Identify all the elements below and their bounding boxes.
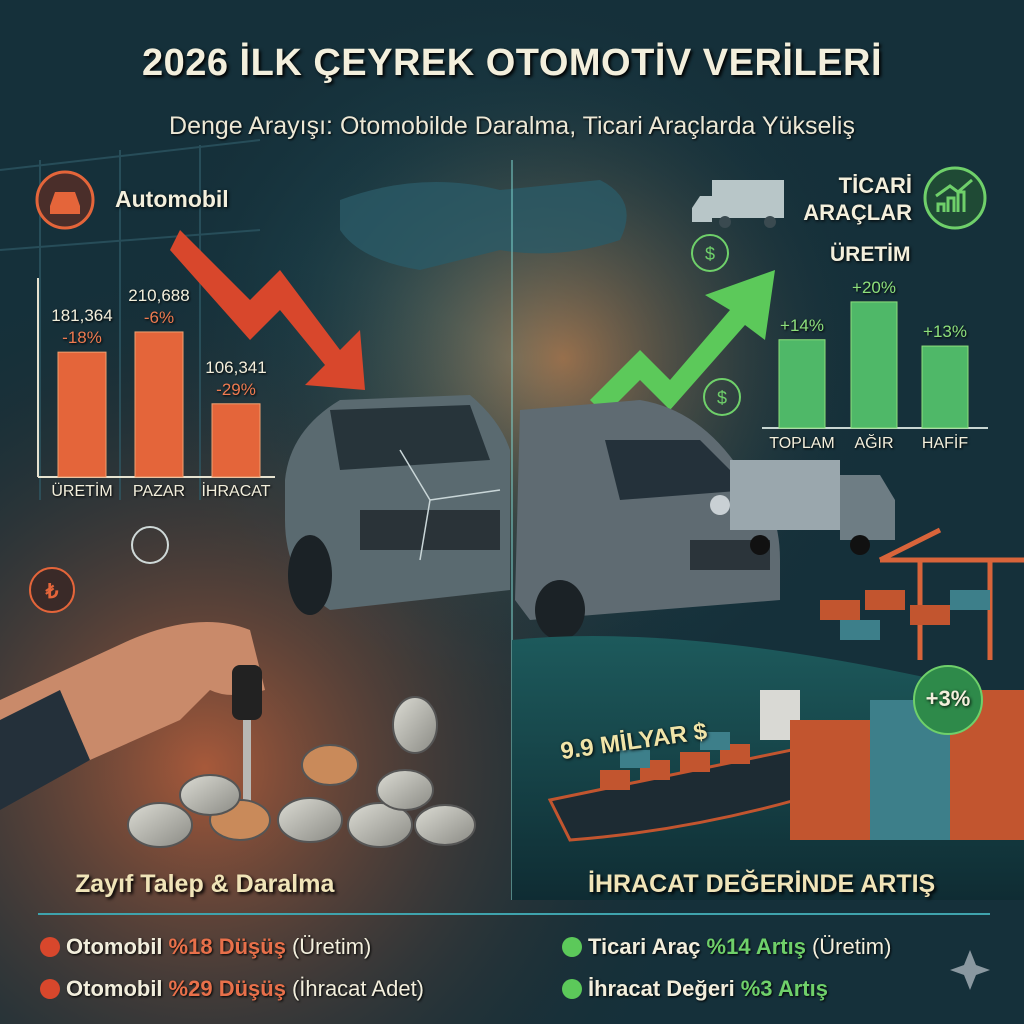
green-dot-icon	[562, 937, 582, 957]
bar-value-label: +20%	[852, 277, 896, 297]
globe-icon	[913, 665, 983, 735]
van-illustration	[515, 400, 780, 640]
summary-note: (Üretim)	[291, 934, 372, 959]
summary-subject: Ticari Araç	[588, 934, 701, 959]
commercial-label-line2: ARAÇLAR	[803, 200, 912, 225]
turkey-map	[340, 180, 627, 270]
summary-item: Otomobil %29 Düşüş (İhracat Adet)	[40, 968, 550, 1010]
summary-highlight: %29 Düşüş	[168, 976, 286, 1001]
red-dot-icon	[40, 979, 60, 999]
svg-text:₺: ₺	[45, 581, 59, 603]
commercial-label-line1: TİCARİ	[838, 173, 912, 198]
automobile-bar-chart	[37, 278, 275, 478]
svg-text:$: $	[705, 244, 715, 264]
summary-item: Otomobil %18 Düşüş (Üretim)	[40, 926, 550, 968]
sparkle-icon	[950, 950, 990, 990]
truck-illustration	[730, 460, 895, 555]
summary-highlight: %3 Artış	[740, 976, 828, 1001]
bar-value-label: 106,341	[205, 357, 267, 377]
commercial-section-label: TİCARİ ARAÇLAR	[796, 172, 912, 226]
category-label: ÜRETİM	[51, 483, 113, 500]
page-subtitle: Denge Arayışı: Otomobilde Daralma, Ticar…	[169, 112, 855, 140]
summary-subject: Otomobil	[66, 976, 163, 1001]
bar-value-label: +14%	[780, 315, 824, 335]
summary-note: (Üretim)	[811, 934, 892, 959]
category-label: PAZAR	[132, 483, 186, 500]
summary-subject: İhracat Değeri	[588, 976, 735, 1001]
bar-change-label: -6%	[143, 307, 175, 327]
bar-value-label: 210,688	[128, 285, 190, 305]
bar-2	[211, 403, 261, 478]
svg-text:$: $	[717, 388, 727, 408]
summary-left: Otomobil %18 Düşüş (Üretim) Otomobil %29…	[40, 926, 550, 1010]
truck-icon	[692, 180, 784, 228]
commercial-chart-title: ÜRETİM	[830, 243, 911, 266]
growth-chart-icon	[131, 526, 169, 564]
commercial-vehicles-bar-chart	[762, 301, 988, 429]
summary-note: (İhracat Adet)	[291, 976, 425, 1001]
summary-subject: Otomobil	[66, 934, 163, 959]
bar-1	[134, 331, 184, 478]
bar-change-label: -18%	[62, 328, 102, 348]
hand-with-key-illustration	[0, 622, 265, 810]
up-arrow-icon	[590, 270, 775, 415]
bar-0	[778, 339, 826, 429]
export-change-badge: +3%	[925, 686, 971, 711]
bar-2	[921, 345, 969, 429]
summary-highlight: %18 Düşüş	[168, 934, 286, 959]
bar-value-label: +13%	[923, 322, 967, 342]
automobile-section-label: Automobil	[115, 186, 229, 212]
dollar-icon	[691, 234, 729, 272]
summary-item: İhracat Değeri %3 Artış	[562, 968, 1002, 1010]
right-footer-title: İHRACAT DEĞERİNDE ARTIŞ	[588, 870, 936, 898]
left-footer-title: Zayıf Talep & Daralma	[75, 870, 335, 898]
lira-coins-illustration	[127, 696, 476, 848]
summary-highlight: %14 Artış	[706, 934, 806, 959]
category-label: AĞIR	[854, 435, 894, 452]
green-dot-icon	[562, 979, 582, 999]
page-title: 2026 İLK ÇEYREK OTOMOTİV VERİLERİ	[141, 42, 883, 84]
category-label: İHRACAT	[201, 483, 271, 500]
bar-change-label: -29%	[216, 379, 256, 399]
category-label: TOPLAM	[769, 435, 835, 452]
dollar-icon	[703, 378, 741, 416]
bar-value-label: 181,364	[51, 306, 113, 326]
summary-item: Ticari Araç %14 Artış (Üretim)	[562, 926, 1002, 968]
down-arrow-icon	[170, 230, 365, 390]
money-bag-icon	[29, 567, 75, 613]
summary-right: Ticari Araç %14 Artış (Üretim) İhracat D…	[562, 926, 1002, 1010]
bar-0	[57, 351, 107, 478]
port-illustration	[820, 527, 1024, 660]
car-illustration	[285, 395, 510, 615]
category-label: HAFİF	[921, 435, 969, 452]
red-dot-icon	[40, 937, 60, 957]
bar-1	[850, 301, 898, 429]
